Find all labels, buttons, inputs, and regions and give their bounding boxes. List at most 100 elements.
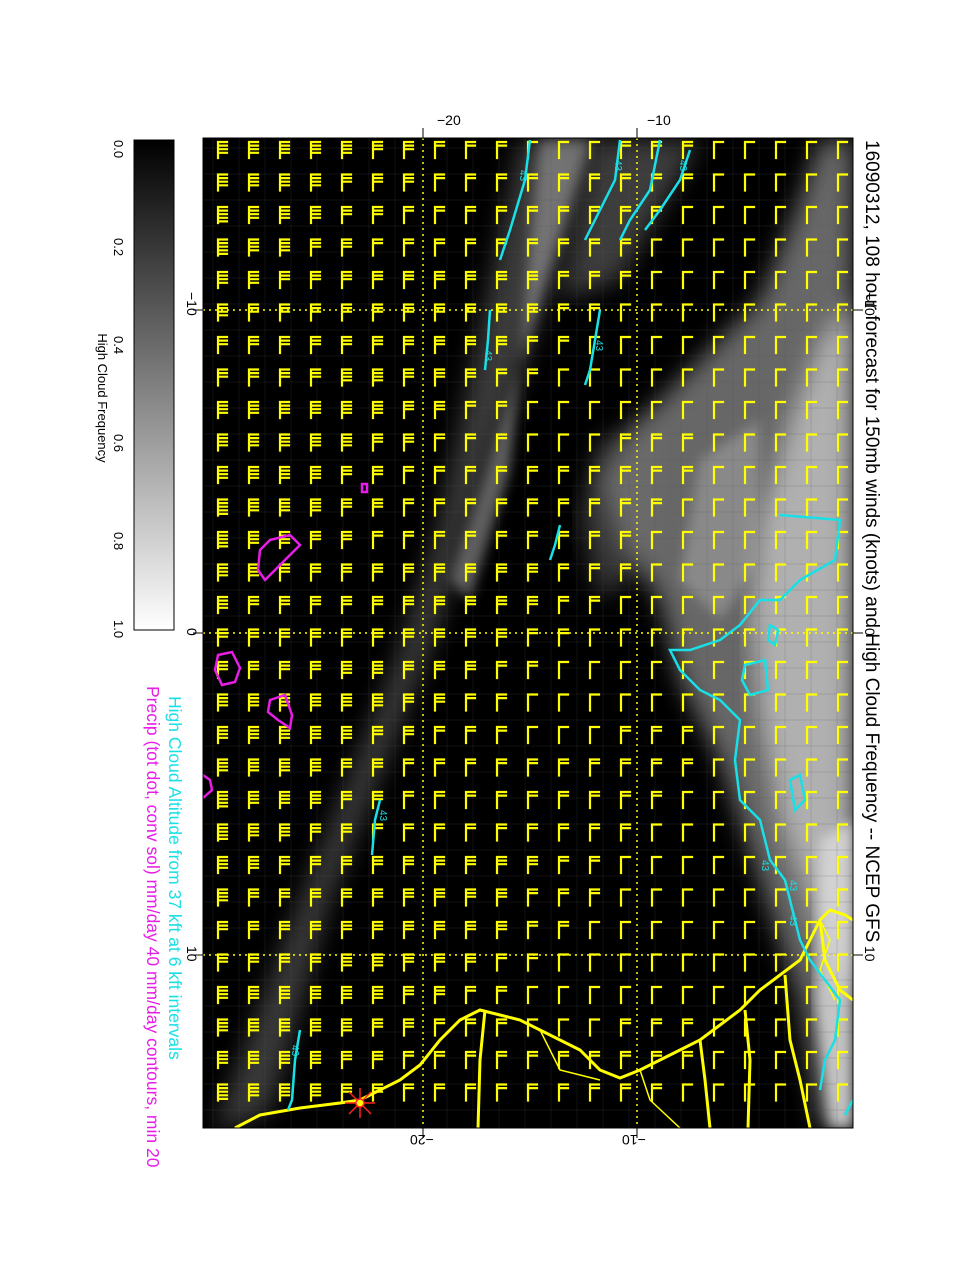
wind-barb	[247, 888, 260, 907]
wind-barb	[216, 1050, 229, 1070]
wind-barb	[309, 823, 322, 842]
wind-barb	[743, 563, 756, 582]
wind-barb	[650, 368, 663, 387]
wind-barb	[681, 1083, 694, 1102]
wind-barb	[774, 400, 787, 420]
wind-barb	[433, 205, 446, 225]
wind-barb	[712, 335, 725, 355]
wind-barb	[495, 920, 508, 940]
wind-barb	[247, 173, 260, 192]
wind-barb	[774, 368, 787, 387]
wind-barb	[216, 173, 229, 192]
wind-barb	[712, 1050, 725, 1070]
wind-barb	[247, 563, 260, 582]
wind-barb	[650, 790, 663, 810]
wind-barb	[712, 1083, 725, 1102]
wind-barb	[371, 563, 384, 582]
wind-barb	[681, 563, 694, 582]
wind-barb	[805, 173, 818, 192]
wind-barb	[464, 888, 477, 907]
map-title: 16090312, 108 hour forecast for 150mb wi…	[861, 140, 882, 943]
wind-barb	[278, 205, 291, 225]
wind-barb	[743, 205, 756, 225]
wind-barb	[433, 368, 446, 387]
axis-label-top: −10	[647, 112, 671, 128]
wind-barb	[836, 433, 849, 452]
wind-barb	[836, 823, 849, 842]
wind-barb	[588, 790, 601, 810]
wind-barb	[774, 920, 787, 940]
wind-barb	[526, 985, 539, 1005]
wind-barb	[464, 303, 477, 322]
wind-barb	[743, 140, 756, 160]
wind-barb	[309, 335, 322, 355]
wind-barb	[805, 628, 818, 647]
wind-barb	[619, 498, 632, 517]
axis-label-left: 10	[184, 946, 200, 962]
wind-barb	[805, 1050, 818, 1070]
wind-barb	[681, 953, 694, 972]
wind-barb	[619, 758, 632, 777]
wind-barb	[526, 758, 539, 777]
wind-barb	[805, 660, 818, 680]
wind-barb	[743, 920, 756, 940]
wind-barb	[743, 400, 756, 420]
wind-barb	[402, 1050, 415, 1070]
wind-barb	[371, 303, 384, 322]
wind-barb	[495, 530, 508, 550]
wind-barb	[371, 498, 384, 517]
wind-barb	[247, 725, 260, 745]
wind-barb	[247, 465, 260, 485]
wind-barb	[681, 628, 694, 647]
wind-barb	[619, 920, 632, 940]
wind-barb	[588, 1083, 601, 1102]
wind-barb	[588, 1018, 601, 1037]
wind-barb	[433, 823, 446, 842]
wind-barb	[433, 465, 446, 485]
wind-barb	[278, 1050, 291, 1070]
wind-barb	[712, 563, 725, 582]
wind-barb	[805, 205, 818, 225]
wind-barb	[650, 270, 663, 290]
wind-barb	[402, 823, 415, 842]
wind-barb	[464, 1018, 477, 1037]
wind-barb	[464, 563, 477, 582]
wind-barb	[836, 725, 849, 745]
wind-barb	[588, 498, 601, 517]
wind-barb	[216, 1018, 229, 1037]
wind-barb	[495, 173, 508, 192]
wind-barb	[247, 368, 260, 387]
contour-label: 43	[612, 160, 623, 172]
wind-barb	[805, 303, 818, 322]
wind-barb	[650, 238, 663, 257]
contour-label: 43	[677, 160, 688, 172]
wind-barb	[309, 270, 322, 290]
wind-barb	[464, 205, 477, 225]
wind-barb	[836, 920, 849, 940]
wind-barb	[309, 140, 322, 160]
wind-barb	[836, 660, 849, 680]
wind-barb	[650, 433, 663, 452]
wind-barb	[402, 595, 415, 615]
wind-barb	[588, 238, 601, 257]
wind-barb	[650, 725, 663, 745]
wind-barb	[402, 140, 415, 160]
wind-barb	[402, 238, 415, 257]
wind-barb	[805, 855, 818, 875]
wind-barb	[340, 205, 353, 225]
wind-barb	[681, 465, 694, 485]
wind-barb	[433, 303, 446, 322]
wind-barb	[433, 238, 446, 257]
wind-barb	[433, 758, 446, 777]
wind-barb	[309, 205, 322, 225]
wind-barb	[650, 335, 663, 355]
wind-barb	[681, 758, 694, 777]
wind-barb	[371, 595, 384, 615]
wind-barb	[247, 985, 260, 1005]
wind-barb	[216, 465, 229, 485]
wind-barb	[619, 823, 632, 842]
wind-barb	[836, 303, 849, 322]
wind-barb	[495, 823, 508, 842]
wind-barb	[340, 595, 353, 615]
wind-barb	[588, 953, 601, 972]
